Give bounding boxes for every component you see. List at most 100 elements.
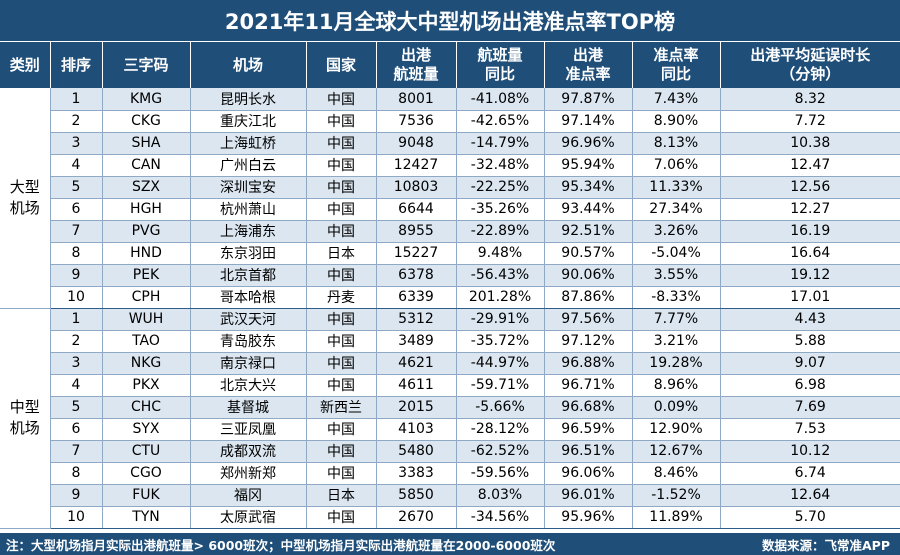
departures-cell: 7536	[376, 110, 457, 133]
country-cell: 新西兰	[306, 396, 377, 419]
country-cell: 中国	[306, 88, 377, 111]
rank-cell: 10	[50, 286, 103, 309]
departures-yoy-cell: 201.28%	[456, 286, 545, 309]
footer-bar: 注：大型机场指月实际出港航班量> 6000班次；中型机场指月实际出港航班量在20…	[0, 533, 900, 555]
header-line: 同比	[484, 65, 515, 83]
table-row: 9 PEK 北京首都 中国 6378 -56.43% 90.06% 3.55% 19.12	[0, 264, 900, 287]
category-medium-airports: 中型 机场	[0, 308, 51, 529]
departures-yoy-cell: -14.79%	[456, 132, 545, 155]
country-cell: 中国	[306, 110, 377, 133]
departures-cell: 2670	[376, 506, 457, 529]
table-row: 中型 机场 1 WUH 武汉天河 中国 5312 -29.91% 97.56% 7.77% 4.43	[0, 308, 900, 529]
country-cell: 中国	[306, 440, 377, 463]
rank-cell: 2	[50, 110, 103, 133]
table-row: 4 PKX 北京大兴 中国 4611 -59.71% 96.71% 8.96% 6.98	[0, 374, 900, 397]
country-cell: 日本	[306, 484, 377, 507]
avg-delay-cell: 16.64	[720, 242, 900, 265]
departures-yoy-cell: -34.56%	[456, 506, 545, 529]
ontime-rate-cell: 87.86%	[544, 286, 633, 309]
departures-cell: 4621	[376, 352, 457, 375]
ontime-yoy-cell: 8.13%	[632, 132, 721, 155]
code-cell: CTU	[102, 440, 191, 463]
ontime-yoy-cell: 7.06%	[632, 154, 721, 177]
rank-cell: 7	[50, 440, 103, 463]
country-cell: 中国	[306, 418, 377, 441]
departures-yoy-cell: -59.71%	[456, 374, 545, 397]
table-row: 2 TAO 青岛胶东 中国 3489 -35.72% 97.12% 3.21% 5.88	[0, 330, 900, 353]
avg-delay-cell: 6.74	[720, 462, 900, 485]
country-cell: 中国	[306, 374, 377, 397]
code-cell: CKG	[102, 110, 191, 133]
header-ontime-rate: 出港 准点率	[544, 42, 633, 88]
avg-delay-cell: 10.12	[720, 440, 900, 463]
rank-cell: 5	[50, 396, 103, 419]
ontime-yoy-cell: 11.89%	[632, 506, 721, 529]
country-cell: 中国	[306, 506, 377, 529]
country-cell: 中国	[306, 132, 377, 155]
ontime-yoy-cell: 7.77%	[632, 308, 721, 331]
code-cell: CHC	[102, 396, 191, 419]
departures-cell: 2015	[376, 396, 457, 419]
departures-cell: 8001	[376, 88, 457, 111]
departures-cell: 6378	[376, 264, 457, 287]
departures-cell: 6339	[376, 286, 457, 309]
category-label: 中型	[9, 398, 40, 416]
rank-cell: 4	[50, 154, 103, 177]
avg-delay-cell: 9.07	[720, 352, 900, 375]
country-cell: 丹麦	[306, 286, 377, 309]
code-cell: HGH	[102, 198, 191, 221]
rank-cell: 9	[50, 264, 103, 287]
departures-cell: 10803	[376, 176, 457, 199]
ontime-rate-cell: 96.96%	[544, 132, 633, 155]
table-row: 大型 机场 1 KMG 昆明长水 中国 8001 -41.08% 97.87% 7.43% 8.32	[0, 88, 900, 309]
departures-cell: 15227	[376, 242, 457, 265]
departures-yoy-cell: -28.12%	[456, 418, 545, 441]
departures-yoy-cell: -42.65%	[456, 110, 545, 133]
country-cell: 中国	[306, 220, 377, 243]
departures-yoy-cell: 8.03%	[456, 484, 545, 507]
footer-note: 注：大型机场指月实际出港航班量> 6000班次；中型机场指月实际出港航班量在20…	[6, 537, 556, 553]
header-line: 航班量	[477, 46, 523, 64]
country-cell: 日本	[306, 242, 377, 265]
departures-yoy-cell: -41.08%	[456, 88, 545, 111]
table-row: 2 CKG 重庆江北 中国 7536 -42.65% 97.14% 8.90% 7.72	[0, 110, 900, 133]
ontime-yoy-cell: 8.46%	[632, 462, 721, 485]
header-line: 出港平均延误时长	[750, 46, 871, 64]
ontime-yoy-cell: 19.28%	[632, 352, 721, 375]
header-country: 国家	[306, 42, 377, 88]
airport-cell: 广州白云	[190, 154, 307, 177]
code-cell: TAO	[102, 330, 191, 353]
avg-delay-cell: 7.53	[720, 418, 900, 441]
country-cell: 中国	[306, 154, 377, 177]
header-line: 出港	[400, 46, 431, 64]
table-row: 3 NKG 南京禄口 中国 4621 -44.97% 96.88% 19.28% 9.07	[0, 352, 900, 375]
avg-delay-cell: 7.69	[720, 396, 900, 419]
ontime-rate-cell: 96.51%	[544, 440, 633, 463]
ontime-yoy-cell: 27.34%	[632, 198, 721, 221]
header-line: 出港	[572, 46, 603, 64]
table-row: 10 TYN 太原武宿 中国 2670 -34.56% 95.96% 11.89% 5.70	[0, 506, 900, 529]
header-airport: 机场	[190, 42, 307, 88]
airport-cell: 北京大兴	[190, 374, 307, 397]
airport-cell: 哥本哈根	[190, 286, 307, 309]
code-cell: PVG	[102, 220, 191, 243]
ontime-yoy-cell: 0.09%	[632, 396, 721, 419]
rank-cell: 9	[50, 484, 103, 507]
table-row: 3 SHA 上海虹桥 中国 9048 -14.79% 96.96% 8.13% 10.38	[0, 132, 900, 155]
header-ontime-yoy: 准点率 同比	[632, 42, 721, 88]
airport-cell: 上海虹桥	[190, 132, 307, 155]
avg-delay-cell: 12.64	[720, 484, 900, 507]
ontime-yoy-cell: 7.43%	[632, 88, 721, 111]
departures-cell: 5480	[376, 440, 457, 463]
header-line: 同比	[660, 65, 691, 83]
airport-cell: 太原武宿	[190, 506, 307, 529]
airport-cell: 昆明长水	[190, 88, 307, 111]
avg-delay-cell: 10.38	[720, 132, 900, 155]
ontime-rate-cell: 96.01%	[544, 484, 633, 507]
code-cell: NKG	[102, 352, 191, 375]
header-departures: 出港 航班量	[376, 42, 457, 88]
ontime-rate-cell: 96.68%	[544, 396, 633, 419]
table-row: 5 SZX 深圳宝安 中国 10803 -22.25% 95.34% 11.33% 12.56	[0, 176, 900, 199]
avg-delay-cell: 4.43	[720, 308, 900, 331]
country-cell: 中国	[306, 176, 377, 199]
